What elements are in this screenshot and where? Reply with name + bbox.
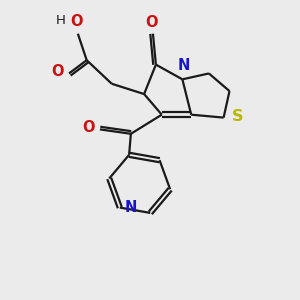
Text: O: O bbox=[70, 14, 82, 29]
Text: S: S bbox=[232, 109, 243, 124]
Text: O: O bbox=[82, 120, 94, 135]
Text: H: H bbox=[56, 14, 65, 27]
Text: N: N bbox=[124, 200, 136, 215]
Text: O: O bbox=[145, 15, 158, 30]
Text: O: O bbox=[51, 64, 64, 80]
Text: N: N bbox=[178, 58, 190, 73]
